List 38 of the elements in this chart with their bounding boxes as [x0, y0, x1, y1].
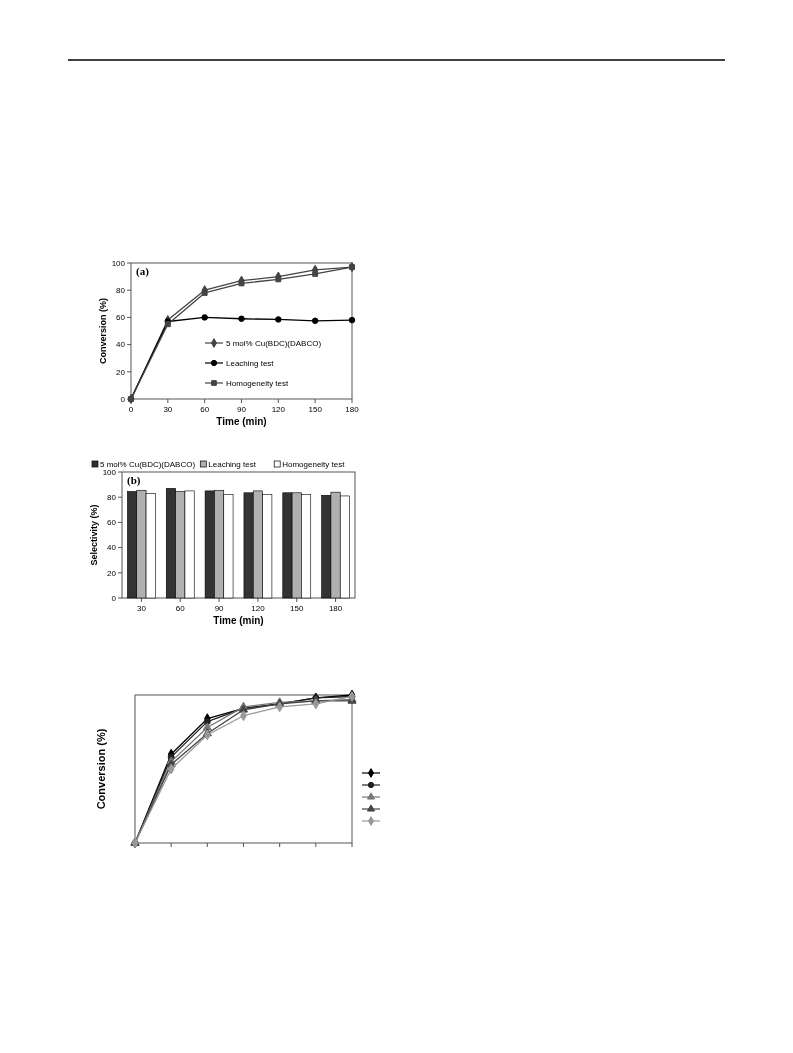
legend-label: 5 mol% Cu(BDC)(DABCO) — [100, 459, 196, 469]
x-axis-title: Time (min) — [216, 416, 267, 427]
legend-label: Leaching test — [208, 459, 257, 469]
y-tick-label: 80 — [107, 493, 117, 502]
y-tick-label: 0 — [111, 593, 117, 603]
y-tick-label: 40 — [107, 543, 117, 553]
y-tick-label: 80 — [116, 286, 126, 295]
x-axis-title: Time (min) — [213, 615, 264, 626]
x-tick-label: 60 — [175, 604, 186, 613]
x-tick-label: 30 — [163, 405, 173, 414]
y-tick-label: 60 — [107, 518, 117, 528]
legend-label: 5 mol% Cu(BDC)(DABCO) — [226, 338, 322, 348]
x-tick-label: 120 — [251, 604, 266, 613]
x-tick-label: 150 — [290, 604, 304, 613]
x-tick-label: 60 — [200, 405, 210, 414]
y-axis-title: Conversion (%) — [95, 728, 107, 810]
y-tick-label: 0 — [120, 394, 126, 404]
y-axis-title: Conversion (%) — [98, 297, 108, 365]
x-tick-label: 0 — [128, 405, 134, 414]
x-tick-label: 180 — [345, 405, 360, 414]
x-tick-label: 30 — [136, 604, 147, 613]
y-tick-label: 20 — [107, 568, 117, 578]
x-tick-label: 90 — [214, 604, 225, 613]
y-tick-label: 20 — [116, 367, 126, 377]
y-tick-label: 100 — [102, 467, 117, 477]
x-tick-label: 150 — [308, 405, 323, 414]
y-tick-label: 100 — [111, 258, 126, 268]
y-axis-title: Selectivity (%) — [89, 504, 99, 566]
legend-label: Homogeneity test — [226, 378, 290, 388]
x-tick-label: 120 — [271, 405, 286, 414]
y-tick-label: 40 — [116, 340, 126, 350]
chart-title: (b) — [127, 474, 141, 487]
legend-label: Homogeneity test — [282, 459, 346, 469]
legend-label: Leaching test — [226, 358, 275, 368]
y-tick-label: 60 — [116, 313, 126, 323]
x-tick-label: 90 — [237, 405, 247, 414]
chart-title: (a) — [136, 265, 150, 278]
x-tick-label: 180 — [328, 604, 343, 613]
